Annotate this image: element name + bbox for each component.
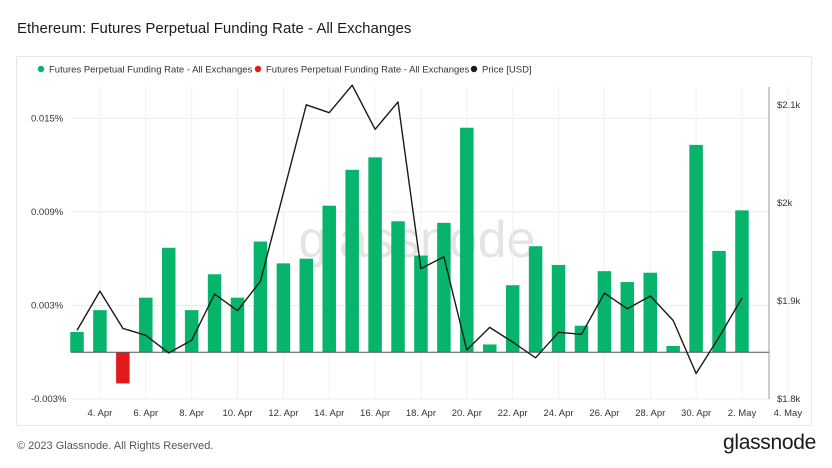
bar[interactable] <box>666 345 680 353</box>
bar[interactable] <box>139 297 153 353</box>
x-tick-label: 20. Apr <box>452 408 482 419</box>
x-tick-label: 4. Apr <box>88 408 113 419</box>
x-tick-label: 6. Apr <box>133 408 158 419</box>
bar[interactable] <box>207 274 222 353</box>
y-left-tick-label: 0.003% <box>31 300 64 311</box>
legend-item-funding-negative[interactable]: Futures Perpetual Funding Rate - All Exc… <box>266 65 470 76</box>
bar[interactable] <box>230 297 245 353</box>
bar-negative[interactable] <box>116 352 130 384</box>
x-tick-label: 18. Apr <box>406 408 436 419</box>
bar[interactable] <box>391 221 405 353</box>
x-tick-label: 28. Apr <box>635 408 665 419</box>
bar[interactable] <box>299 258 314 353</box>
legend-marker <box>37 65 45 73</box>
chart: glassnode-0.003%0.003%0.009%0.015%$1.8k$… <box>31 65 803 420</box>
chart-title: Ethereum: Futures Perpetual Funding Rate… <box>17 20 412 37</box>
bar[interactable] <box>597 271 612 353</box>
y-right-tick-label: $1.8k <box>777 394 800 405</box>
x-tick-label: 12. Apr <box>268 408 298 419</box>
bar[interactable] <box>322 205 336 353</box>
bar[interactable] <box>551 264 566 353</box>
y-left-tick-label: 0.009% <box>31 207 64 218</box>
bar[interactable] <box>460 127 474 353</box>
y-right-tick-label: $2.1k <box>777 100 800 111</box>
y-left-tick-label: 0.015% <box>31 113 64 124</box>
chart-panel: glassnode -0.003% 0.003% 0.009% 0.015% $1.8k $… <box>16 56 812 426</box>
x-tick-label: 10. Apr <box>222 408 252 419</box>
x-tick-label: 22. Apr <box>498 408 528 419</box>
brand-logo: glassnode <box>722 431 816 454</box>
bar[interactable] <box>70 331 84 353</box>
x-tick-label: 8. Apr <box>179 408 204 419</box>
bar[interactable] <box>161 247 176 353</box>
bar[interactable] <box>276 263 291 353</box>
legend-item-funding-positive[interactable]: Futures Perpetual Funding Rate - All Exc… <box>49 65 253 76</box>
bar[interactable] <box>414 255 428 353</box>
legend-marker <box>254 65 262 73</box>
x-tick-label: 4. May <box>774 408 803 419</box>
bar[interactable] <box>712 250 726 353</box>
bar[interactable] <box>574 325 589 353</box>
bar[interactable] <box>368 157 382 353</box>
bar[interactable] <box>253 241 268 353</box>
bar[interactable] <box>345 169 359 353</box>
y-right-tick-label: $2k <box>777 198 793 209</box>
x-tick-label: 24. Apr <box>543 408 573 419</box>
bar[interactable] <box>482 344 497 353</box>
bar[interactable] <box>735 210 749 353</box>
bar[interactable] <box>528 246 543 353</box>
bar[interactable] <box>643 272 658 353</box>
price-line[interactable] <box>76 84 743 375</box>
x-tick-label: 26. Apr <box>589 408 619 419</box>
x-tick-label: 14. Apr <box>314 408 344 419</box>
legend-item-price[interactable]: Price [USD] <box>482 65 532 76</box>
bar[interactable] <box>93 310 107 353</box>
x-tick-label: 16. Apr <box>360 408 390 419</box>
legend-marker <box>470 65 478 73</box>
bar[interactable] <box>505 285 520 353</box>
bar[interactable] <box>620 282 635 353</box>
y-right-tick-label: $1.9k <box>777 296 800 307</box>
bar[interactable] <box>437 222 451 353</box>
x-tick-label: 2. May <box>728 408 757 419</box>
copyright-footer: © 2023 Glassnode. All Rights Reserved. <box>17 440 214 452</box>
y-left-tick-label: -0.003% <box>31 394 67 405</box>
bar[interactable] <box>689 144 703 353</box>
x-tick-label: 30. Apr <box>681 408 711 419</box>
